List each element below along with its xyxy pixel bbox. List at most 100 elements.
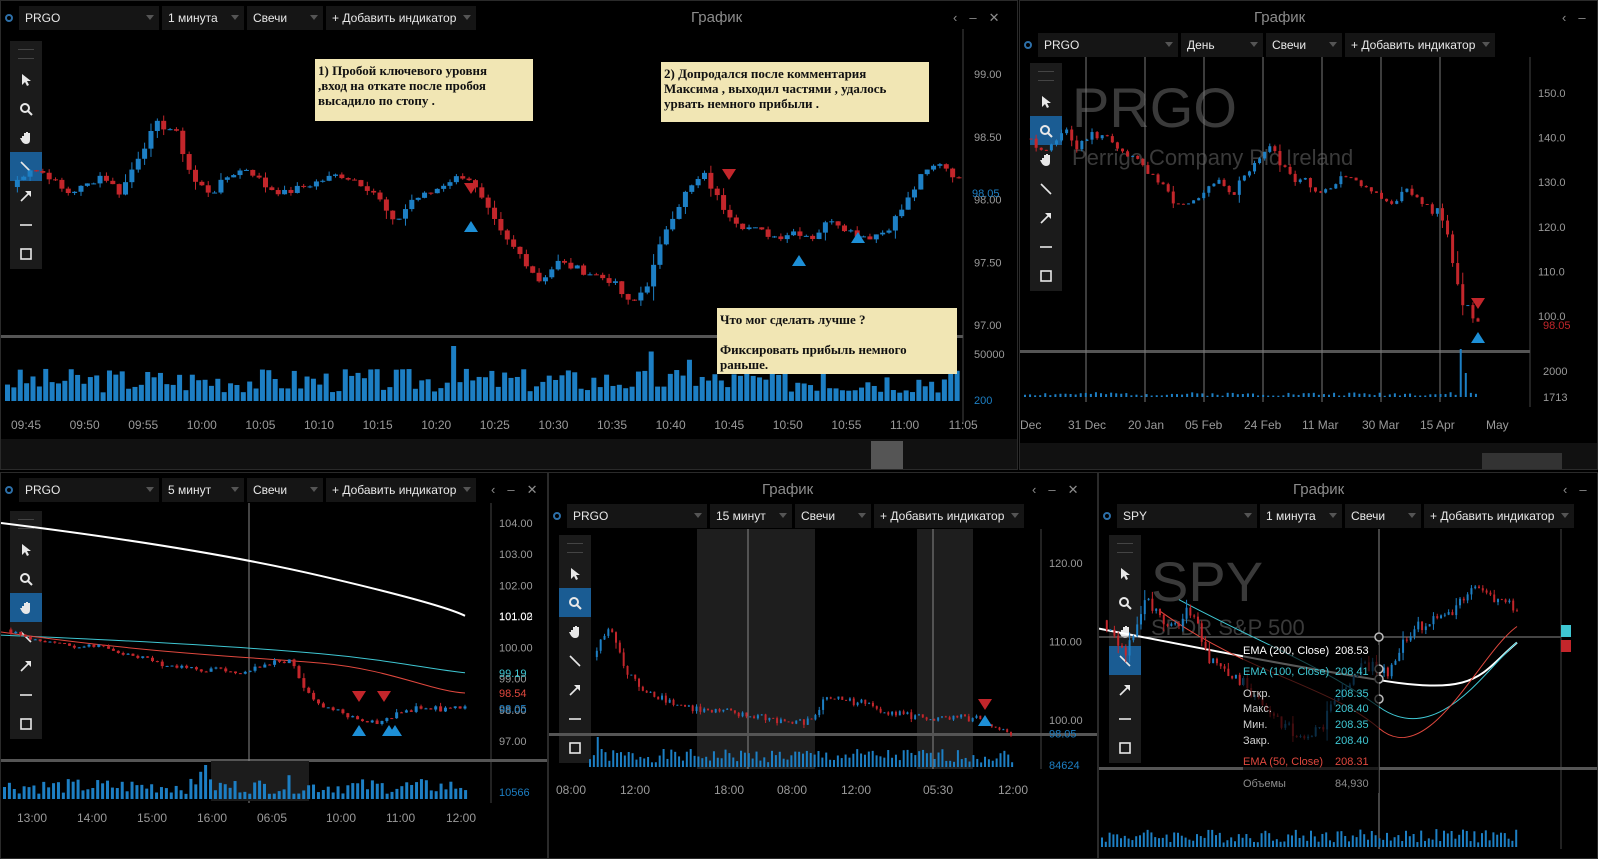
rectangle-tool-icon[interactable]	[10, 239, 42, 268]
volume-bar	[1044, 393, 1047, 397]
interval-select[interactable]: 1 минута	[162, 6, 244, 30]
active-radio-icon[interactable]	[1103, 512, 1111, 520]
chart-type-select[interactable]: Свечи	[247, 6, 323, 30]
zoom-tool-icon[interactable]	[10, 564, 42, 593]
cursor-tool-icon[interactable]	[559, 559, 591, 588]
toolbar-grip-icon[interactable]	[18, 49, 34, 59]
trend-line-icon[interactable]	[1030, 174, 1062, 203]
horizontal-line-icon[interactable]	[1030, 232, 1062, 261]
note-line: раньше.	[720, 357, 769, 372]
chart-type-select[interactable]: Свечи	[1345, 504, 1421, 528]
ema100-line	[1, 634, 466, 674]
toolbar-grip-icon[interactable]	[1117, 543, 1133, 553]
toolbar-grip-icon[interactable]	[567, 543, 583, 553]
price-candle	[1485, 590, 1488, 593]
minimize-icon[interactable]: –	[1578, 10, 1586, 25]
symbol-select[interactable]: PRGO	[19, 478, 159, 502]
volume-bar	[1054, 394, 1057, 397]
price-candle	[760, 714, 763, 716]
cursor-tool-icon[interactable]	[1109, 559, 1141, 588]
collapse-icon[interactable]: ‹	[1563, 482, 1568, 497]
arrow-tool-icon[interactable]	[559, 675, 591, 704]
toolbar-grip-icon[interactable]	[18, 519, 34, 529]
collapse-icon[interactable]: ‹	[491, 482, 496, 497]
minimize-icon[interactable]: –	[1579, 482, 1587, 497]
rectangle-tool-icon[interactable]	[10, 709, 42, 738]
volume-bar	[310, 378, 316, 401]
volume-bar	[1427, 838, 1430, 847]
price-candle	[504, 230, 510, 240]
price-candle	[753, 716, 756, 719]
symbol-select[interactable]: PRGO	[567, 504, 707, 528]
horizontal-line-icon[interactable]	[10, 680, 42, 709]
price-chart[interactable]: 150.0 140.0 130.0 120.0 110.0 100.098.05 2000 1…	[1020, 57, 1598, 469]
volume-bar	[827, 388, 833, 401]
trend-line-icon[interactable]	[559, 646, 591, 675]
chart-type-select[interactable]: Свечи	[247, 478, 323, 502]
close-icon[interactable]: ✕	[1067, 482, 1079, 497]
interval-select[interactable]: 15 минут	[710, 504, 792, 528]
interval-select[interactable]: День	[1181, 33, 1263, 57]
horizontal-line-icon[interactable]	[559, 704, 591, 733]
price-candle	[1466, 305, 1470, 307]
price-candle	[864, 699, 867, 704]
price-candle	[741, 712, 744, 717]
chart-type-select[interactable]: Свечи	[1266, 33, 1342, 57]
volume-bar	[798, 751, 801, 767]
minimize-icon[interactable]: –	[507, 482, 515, 497]
pan-hand-icon[interactable]	[559, 617, 591, 646]
rectangle-tool-icon[interactable]	[1030, 261, 1062, 290]
active-radio-icon[interactable]	[5, 14, 13, 22]
interval-select[interactable]: 5 минут	[162, 478, 244, 502]
toolbar-grip-icon[interactable]	[1038, 71, 1054, 81]
add-indicator-button[interactable]: + Добавить индикатор	[326, 6, 476, 30]
add-indicator-button[interactable]: + Добавить индикатор	[326, 478, 476, 502]
y-tick-label: 99.00	[974, 69, 1002, 81]
symbol-select[interactable]: PRGO	[19, 6, 159, 30]
volume-bar	[1049, 395, 1052, 397]
interval-select[interactable]: 1 минута	[1260, 504, 1342, 528]
cursor-tool-icon[interactable]	[1030, 87, 1062, 116]
volume-bar	[223, 784, 227, 799]
trend-line-icon[interactable]	[10, 152, 42, 181]
collapse-icon[interactable]: ‹	[953, 10, 958, 25]
price-candle	[1283, 165, 1287, 167]
pan-hand-icon[interactable]	[10, 123, 42, 152]
add-indicator-button[interactable]: + Добавить индикатор	[874, 504, 1024, 528]
add-indicator-button[interactable]: + Добавить индикатор	[1424, 504, 1574, 528]
cursor-tool-icon[interactable]	[10, 65, 42, 94]
active-radio-icon[interactable]	[553, 512, 561, 520]
arrow-tool-icon[interactable]	[1030, 203, 1062, 232]
arrow-tool-icon[interactable]	[10, 651, 42, 680]
volume-bar	[341, 793, 345, 799]
chart-type-select[interactable]: Свечи	[795, 504, 871, 528]
minimize-icon[interactable]: –	[969, 10, 977, 25]
rectangle-tool-icon[interactable]	[559, 733, 591, 762]
price-candle	[1390, 201, 1394, 204]
arrow-tool-icon[interactable]	[1109, 675, 1141, 704]
zoom-tool-icon[interactable]	[10, 94, 42, 123]
cursor-tool-icon[interactable]	[10, 535, 42, 564]
horizontal-line-icon[interactable]	[1109, 704, 1141, 733]
close-icon[interactable]: ✕	[988, 10, 1000, 25]
symbol-select[interactable]: PRGO	[1038, 33, 1178, 57]
zoom-tool-icon[interactable]	[1109, 588, 1141, 617]
minimize-icon[interactable]: –	[1048, 482, 1056, 497]
close-icon[interactable]: ✕	[526, 482, 538, 497]
price-chart[interactable]: 99.00 98.50 98.00 97.50 97.00 98.05 50000 200 09…	[1, 29, 1018, 469]
symbol-select[interactable]: SPY	[1117, 504, 1257, 528]
add-indicator-button[interactable]: + Добавить индикатор	[1345, 33, 1495, 57]
price-chart[interactable]: 104.00 103.00 102.00 101.00 100.00 99.00 98.00…	[1, 503, 548, 859]
rectangle-tool-icon[interactable]	[1109, 733, 1141, 762]
collapse-icon[interactable]: ‹	[1562, 10, 1567, 25]
collapse-icon[interactable]: ‹	[1032, 482, 1037, 497]
zoom-tool-icon[interactable]	[559, 588, 591, 617]
horizontal-line-icon[interactable]	[10, 210, 42, 239]
arrow-tool-icon[interactable]	[10, 181, 42, 210]
pan-hand-icon[interactable]	[10, 593, 42, 622]
active-radio-icon[interactable]	[5, 486, 13, 494]
active-radio-icon[interactable]	[1024, 41, 1032, 49]
pan-hand-icon[interactable]	[1030, 145, 1062, 174]
price-candle	[288, 189, 294, 193]
